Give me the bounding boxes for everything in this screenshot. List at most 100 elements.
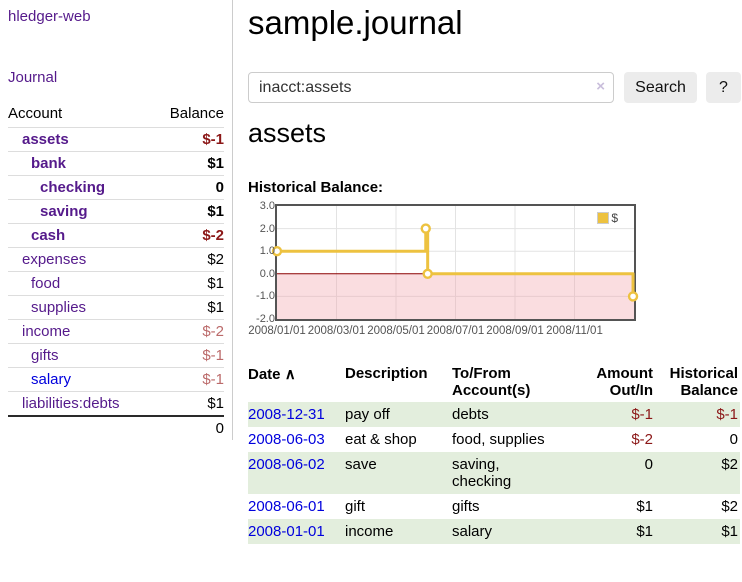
account-link-food[interactable]: food xyxy=(31,275,61,292)
account-link-checking[interactable]: checking xyxy=(40,179,106,196)
transaction-date-link[interactable]: 2008-06-03 xyxy=(248,431,325,448)
y-axis-tick-label: 2.0 xyxy=(259,222,275,235)
transaction-balance: 0 xyxy=(729,431,738,448)
account-row: food $1 xyxy=(8,271,224,296)
transaction-accounts: gifts xyxy=(452,498,480,515)
x-axis-tick-label: 2008/03/01 xyxy=(307,325,366,337)
account-link-gifts[interactable]: gifts xyxy=(31,347,59,364)
register-header-description: Description xyxy=(345,365,428,382)
account-balance: $1 xyxy=(153,199,224,224)
account-balance: $-2 xyxy=(153,319,224,344)
transaction-amount: $-1 xyxy=(585,402,655,427)
account-link-income[interactable]: income xyxy=(22,323,71,340)
accounts-header-account: Account xyxy=(8,105,63,122)
search-box: × xyxy=(248,72,614,103)
transaction-row[interactable]: 2008-06-03 eat & shop food, supplies $-2 0 xyxy=(248,427,740,452)
account-row: checking 0 xyxy=(8,175,224,200)
account-row: income $-2 xyxy=(8,319,224,344)
historical-balance-chart: $ 3.0 2.0 1.0 0.0 -1.0 -2.0 2008/01/01 2008/03/… xyxy=(248,200,668,344)
register-header-accounts: To/From Account(s) xyxy=(452,365,531,399)
transaction-accounts: saving, checking xyxy=(452,452,585,494)
transaction-balance: $1 xyxy=(655,519,740,544)
transaction-row[interactable]: 2008-06-01 gift gifts $1 $2 xyxy=(248,494,740,519)
account-balance: $1 xyxy=(153,295,224,320)
transaction-date-link[interactable]: 2008-12-31 xyxy=(248,406,325,423)
x-axis-tick-label: 2008/07/01 xyxy=(426,325,485,337)
account-balance: $-1 xyxy=(153,343,224,368)
page-title: sample.journal xyxy=(248,4,463,41)
account-link-supplies[interactable]: supplies xyxy=(31,299,87,316)
brand-link[interactable]: hledger-web xyxy=(8,8,91,25)
transaction-description: income xyxy=(345,519,452,544)
account-balance: $-1 xyxy=(153,367,224,392)
legend-label: $ xyxy=(611,211,618,225)
y-axis-tick-label: 1.0 xyxy=(259,245,275,258)
account-link-expenses[interactable]: expenses xyxy=(22,251,87,268)
account-link-salary[interactable]: salary xyxy=(31,371,72,388)
account-row: expenses $2 xyxy=(8,247,224,272)
chart-label: Historical Balance: xyxy=(248,179,384,196)
account-row: liabilities:debts $1 xyxy=(8,391,224,416)
register-table: Date ∧ Description To/From Account(s) Am… xyxy=(248,362,740,544)
transaction-description: save xyxy=(345,452,452,494)
account-balance: $1 xyxy=(153,391,224,416)
account-balance: $1 xyxy=(153,151,224,176)
account-balance: $2 xyxy=(153,247,224,272)
account-link-assets[interactable]: assets xyxy=(22,131,69,148)
y-axis-tick-label: -1.0 xyxy=(256,290,275,303)
search-input[interactable] xyxy=(259,73,589,102)
account-link-liabilities-debts[interactable]: liabilities:debts xyxy=(22,395,120,412)
account-row: assets $-1 xyxy=(8,127,224,152)
y-axis-tick-label: -2.0 xyxy=(256,313,275,325)
transaction-accounts: salary xyxy=(452,519,585,544)
transaction-amount: $1 xyxy=(585,519,655,544)
transaction-description: gift xyxy=(345,498,366,515)
register-header-amount: Amount Out/In xyxy=(596,365,653,399)
transaction-description: eat & shop xyxy=(345,431,417,448)
sidebar-item-journal[interactable]: Journal xyxy=(8,69,58,86)
account-row: bank $1 xyxy=(8,151,224,176)
transaction-date-link[interactable]: 2008-06-02 xyxy=(248,456,325,473)
account-row: cash $-2 xyxy=(8,223,224,248)
account-row: salary $-1 xyxy=(8,367,224,392)
register-table-body: 2008-12-31 pay off debts $-1 $-1 2008-06-03 ea… xyxy=(248,402,740,544)
accounts-total: 0 xyxy=(153,415,224,440)
transaction-date-link[interactable]: 2008-06-01 xyxy=(248,498,325,515)
help-button[interactable]: ? xyxy=(706,72,741,103)
register-header-balance: Historical Balance xyxy=(669,365,738,399)
accounts-total-row: 0 xyxy=(8,415,224,440)
sort-asc-icon: ∧ xyxy=(284,366,296,383)
register-header-date[interactable]: Date ∧ xyxy=(248,366,296,383)
transaction-row[interactable]: 2008-12-31 pay off debts $-1 $-1 xyxy=(248,402,740,427)
accounts-table: Account Balance assets $-1 bank $1 checking 0… xyxy=(8,102,224,440)
clear-search-icon[interactable]: × xyxy=(596,78,605,95)
x-axis-tick-label: 2008/01/01 xyxy=(248,325,306,337)
account-title: assets xyxy=(248,118,327,148)
transaction-accounts: food, supplies xyxy=(452,431,545,448)
account-balance: $1 xyxy=(153,271,224,296)
account-row: gifts $-1 xyxy=(8,343,224,368)
account-link-bank[interactable]: bank xyxy=(31,155,67,172)
x-axis-tick-label: 2008/09/01 xyxy=(486,325,544,337)
x-axis-tick-label: 2008/05/01 xyxy=(367,325,425,337)
account-balance: 0 xyxy=(153,175,224,200)
transaction-balance: $2 xyxy=(655,452,740,494)
accounts-table-body: assets $-1 bank $1 checking 0 saving $1 cash $-2 e… xyxy=(8,127,224,440)
transaction-balance: $2 xyxy=(721,498,738,515)
accounts-header-balance: Balance xyxy=(169,105,224,122)
transaction-date-link[interactable]: 2008-01-01 xyxy=(248,523,325,540)
transaction-row[interactable]: 2008-06-02 save saving, checking 0 $2 xyxy=(248,452,740,494)
y-axis-tick-label: 3.0 xyxy=(259,200,275,212)
x-axis-tick-label: 2008/11/01 xyxy=(546,325,603,337)
transaction-amount: 0 xyxy=(585,452,655,494)
search-form: × Search ? xyxy=(248,72,742,103)
legend-swatch-icon xyxy=(597,212,610,224)
transaction-row[interactable]: 2008-01-01 income salary $1 $1 xyxy=(248,519,740,544)
chart-plot-svg xyxy=(271,204,639,321)
main-content: sample.journal × Search ? assets Histori… xyxy=(248,0,742,582)
search-button[interactable]: Search xyxy=(624,72,697,103)
y-axis-tick-label: 0.0 xyxy=(259,267,275,280)
account-link-cash[interactable]: cash xyxy=(31,227,66,244)
transaction-description: pay off xyxy=(345,402,452,427)
account-link-saving[interactable]: saving xyxy=(40,203,88,220)
